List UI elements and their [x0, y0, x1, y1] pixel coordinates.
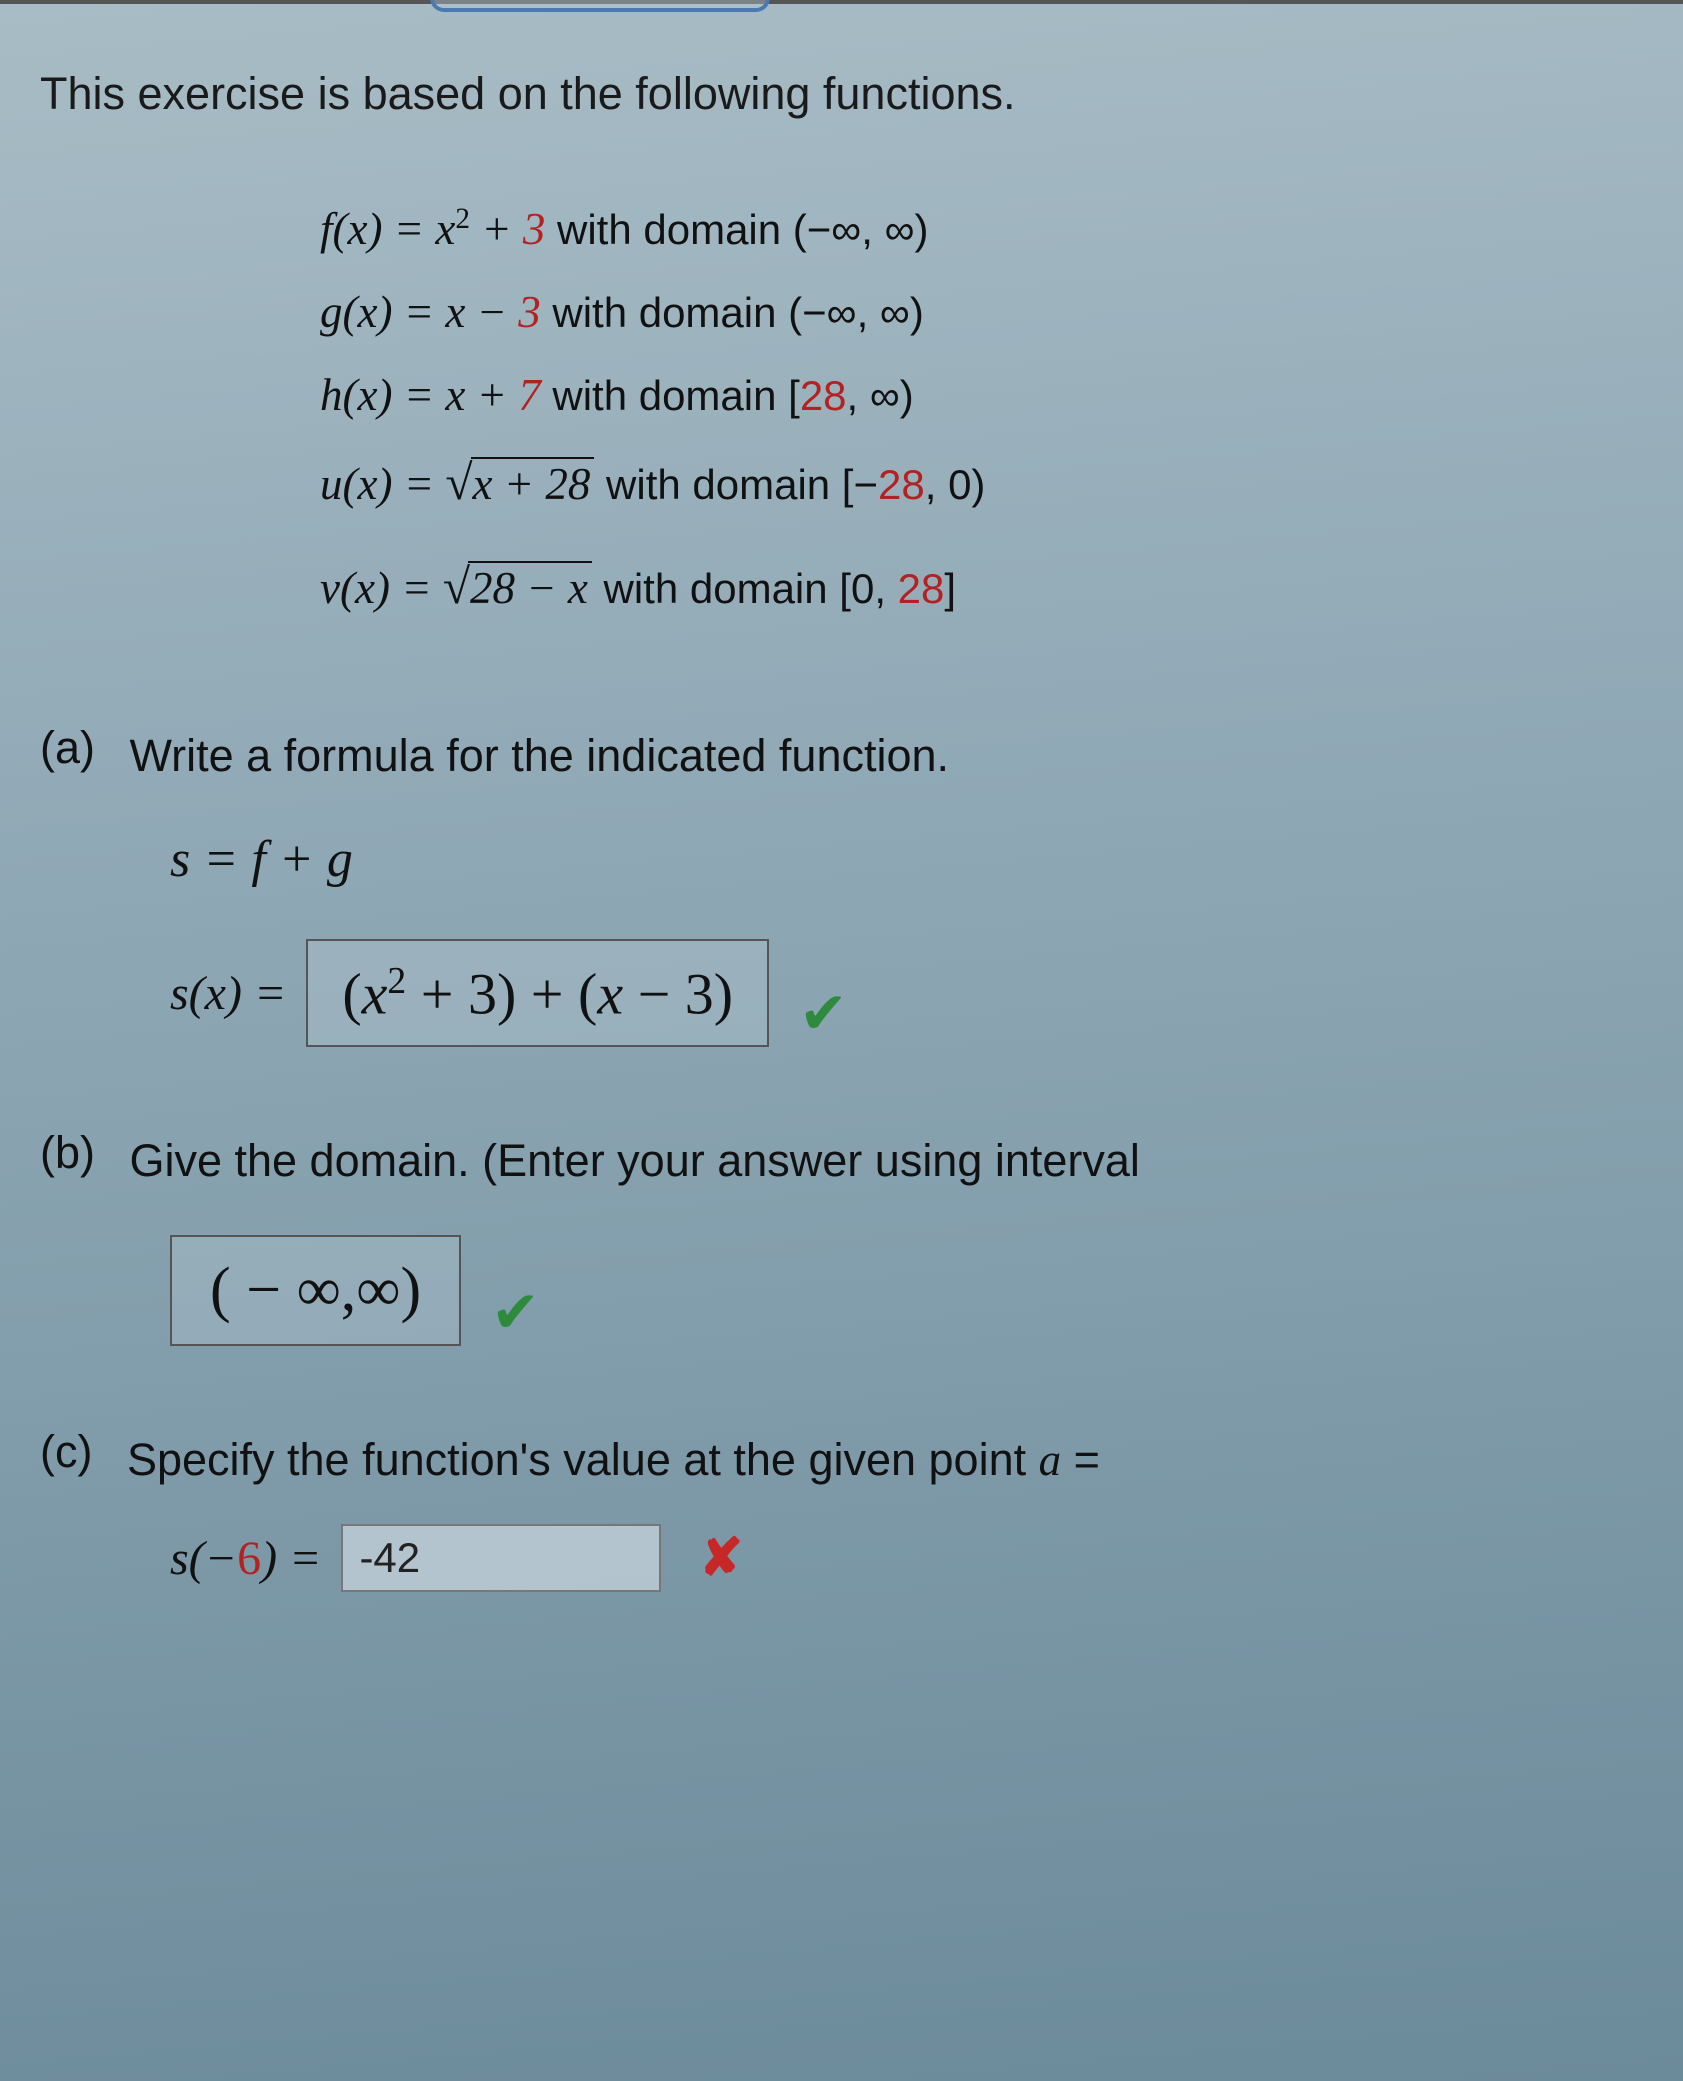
answer-label-a: s(x) = — [170, 966, 286, 1021]
func-name: h — [320, 370, 343, 420]
sqrt-icon: 28 − x — [443, 541, 592, 633]
function-v: v(x) = 28 − x with domain [0, 28] — [320, 541, 1653, 633]
answer-row-a: s(x) = (x2 + 3) + (x − 3) ✔ — [170, 939, 1653, 1047]
top-border — [0, 0, 1683, 4]
sqrt-icon: x + 28 — [445, 437, 594, 529]
part-text-a: Write a formula for the indicated functi… — [129, 730, 949, 781]
function-h: h(x) = x + 7 with domain [28, ∞) — [320, 354, 1653, 437]
function-u: u(x) = x + 28 with domain [−28, 0) — [320, 437, 1653, 529]
function-g: g(x) = x − 3 with domain (−∞, ∞) — [320, 271, 1653, 354]
part-label-a: (a) — [40, 722, 95, 774]
function-f: f(x) = x2 + 3 with domain (−∞, ∞) — [320, 188, 1653, 271]
answer-row-b: ( − ∞,∞) ✔ — [170, 1235, 1653, 1346]
function-definitions: f(x) = x2 + 3 with domain (−∞, ∞) g(x) =… — [320, 188, 1653, 633]
equation-a: s = f + g — [170, 830, 1653, 889]
func-name: g — [320, 287, 343, 337]
part-label-c: (c) — [40, 1426, 92, 1478]
part-text-c: Specify the function's value at the give… — [127, 1434, 1100, 1485]
answer-input-c[interactable]: -42 — [341, 1524, 661, 1592]
answer-label-c: s(−6) = — [170, 1531, 321, 1586]
answer-row-c: s(−6) = -42 ✘ — [170, 1524, 1653, 1592]
part-b: (b) Give the domain. (Enter your answer … — [40, 1127, 1653, 1346]
func-name: u — [320, 459, 343, 509]
top-tab-partial — [430, 0, 770, 12]
func-name: f — [320, 204, 333, 254]
func-name: v — [320, 563, 340, 613]
answer-box-a[interactable]: (x2 + 3) + (x − 3) — [306, 939, 769, 1047]
intro-text: This exercise is based on the following … — [40, 60, 1653, 128]
part-text-b: Give the domain. (Enter your answer usin… — [129, 1135, 1139, 1186]
cross-icon: ✘ — [699, 1528, 743, 1588]
part-a: (a) Write a formula for the indicated fu… — [40, 722, 1653, 1047]
part-c: (c) Specify the function's value at the … — [40, 1426, 1653, 1593]
answer-box-b[interactable]: ( − ∞,∞) — [170, 1235, 461, 1346]
check-icon: ✔ — [799, 979, 848, 1047]
part-label-b: (b) — [40, 1127, 95, 1179]
exercise-page: This exercise is based on the following … — [0, 0, 1683, 1642]
check-icon: ✔ — [491, 1278, 540, 1346]
